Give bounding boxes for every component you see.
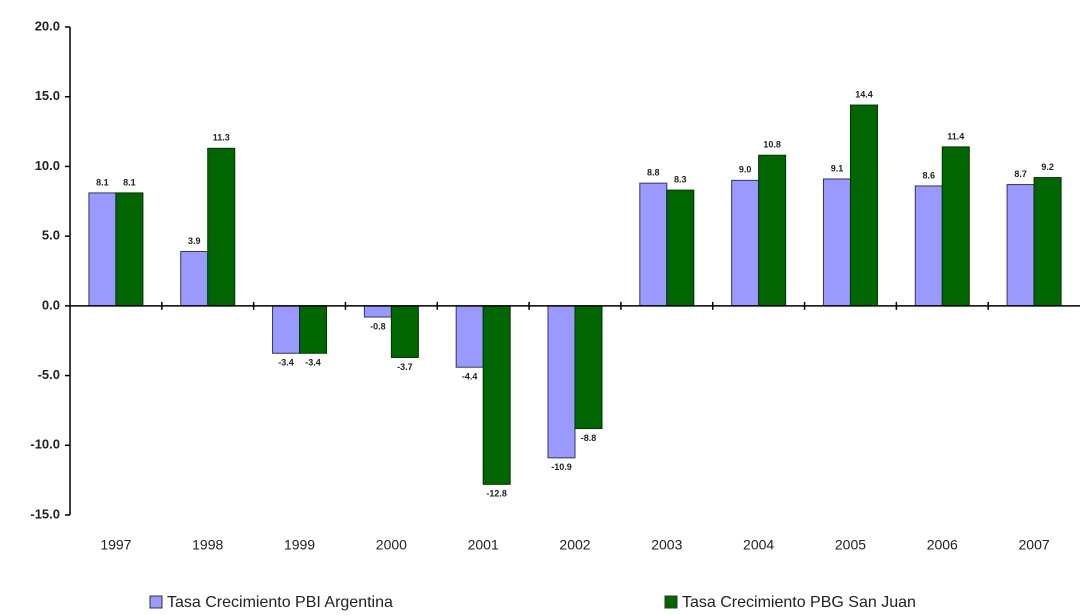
bar — [639, 182, 668, 307]
legend-swatch — [664, 595, 678, 609]
y-tick-label: -10.0 — [30, 437, 60, 452]
bar — [574, 305, 603, 430]
x-tick-label: 1998 — [192, 537, 223, 553]
bar — [822, 178, 851, 307]
bar — [390, 305, 419, 358]
value-label: -8.8 — [581, 433, 597, 443]
value-label: 8.7 — [1014, 169, 1027, 179]
value-label: -3.4 — [305, 358, 321, 368]
value-label: -12.8 — [486, 489, 507, 499]
value-label: -0.8 — [370, 321, 386, 331]
bar — [272, 305, 301, 354]
bar — [207, 147, 236, 307]
x-tick-label: 2007 — [1019, 537, 1050, 553]
bar — [731, 179, 760, 307]
x-tick-label: 2006 — [927, 537, 958, 553]
x-tick-label: 2002 — [559, 537, 590, 553]
x-tick-label: 2000 — [376, 537, 407, 553]
legend-label: Tasa Crecimiento PBI Argentina — [167, 594, 393, 611]
bar — [758, 154, 787, 307]
value-label: -3.7 — [397, 362, 413, 372]
value-label: 8.8 — [647, 168, 660, 178]
bar — [941, 146, 970, 307]
value-label: 8.3 — [674, 175, 687, 185]
legend-label: Tasa Crecimiento PBG San Juan — [682, 594, 916, 611]
bar — [88, 192, 117, 307]
bar — [299, 305, 328, 354]
value-label: 8.6 — [923, 170, 936, 180]
x-tick-label: 2003 — [651, 537, 682, 553]
bar — [115, 192, 144, 307]
y-tick-label: 0.0 — [42, 297, 60, 312]
value-label: 9.0 — [739, 165, 752, 175]
value-label: -4.4 — [462, 372, 478, 382]
value-label: 10.8 — [763, 140, 781, 150]
bar — [1033, 177, 1062, 307]
y-tick-label: 15.0 — [35, 88, 60, 103]
y-tick-label: 20.0 — [35, 18, 60, 33]
value-label: 11.3 — [213, 133, 230, 143]
bar — [455, 305, 484, 368]
value-label: 9.1 — [831, 163, 844, 173]
x-tick-label: 2004 — [743, 537, 774, 553]
x-tick-label: 1999 — [284, 537, 315, 553]
x-tick-label: 1997 — [100, 537, 131, 553]
value-label: 3.9 — [188, 236, 201, 246]
bar — [547, 305, 576, 459]
value-label: 8.1 — [123, 177, 136, 187]
value-label: 11.4 — [947, 131, 964, 141]
bar — [482, 305, 511, 485]
y-tick-label: 10.0 — [35, 158, 60, 173]
bar — [666, 189, 695, 307]
bar — [363, 305, 392, 318]
value-label: 14.4 — [855, 89, 873, 99]
legend-swatch — [149, 595, 163, 609]
value-label: 8.1 — [96, 177, 109, 187]
y-tick-label: -15.0 — [30, 506, 60, 521]
bar — [180, 250, 209, 307]
value-label: 9.2 — [1041, 162, 1054, 172]
x-tick-label: 2001 — [468, 537, 499, 553]
x-tick-label: 2005 — [835, 537, 866, 553]
bar — [849, 104, 878, 307]
value-label: -10.9 — [551, 462, 572, 472]
y-tick-label: 5.0 — [42, 228, 60, 243]
bar — [914, 185, 943, 307]
value-label: -3.4 — [278, 358, 294, 368]
bar — [1006, 184, 1035, 307]
y-tick-label: -5.0 — [38, 367, 60, 382]
